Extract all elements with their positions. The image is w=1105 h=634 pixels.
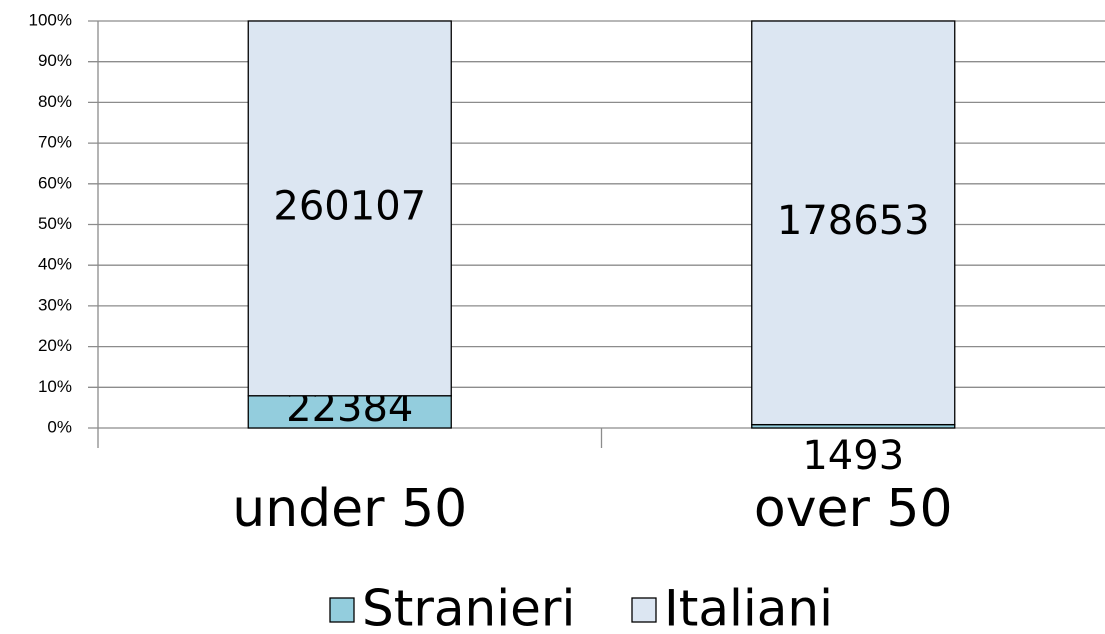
y-tick-label: 70% <box>38 133 72 152</box>
y-tick-label: 30% <box>38 295 72 314</box>
y-tick-label: 90% <box>38 51 72 70</box>
x-tick-label: under 50 <box>232 479 467 539</box>
x-tick-label: over 50 <box>754 479 953 539</box>
bar-segment <box>247 395 452 429</box>
legend-label: Italiani <box>664 580 833 634</box>
legend-swatch <box>631 597 657 623</box>
y-tick-label: 10% <box>38 377 72 396</box>
bar-segment <box>751 20 956 426</box>
legend-label: Stranieri <box>362 580 575 634</box>
data-label: 260107 <box>273 183 426 229</box>
y-tick-label: 40% <box>38 255 72 274</box>
bar-segment <box>247 20 452 397</box>
y-tick-label: 60% <box>38 173 72 192</box>
data-label: 1493 <box>802 433 904 479</box>
y-tick-label: 80% <box>38 92 72 111</box>
y-tick-label: 50% <box>38 214 72 233</box>
y-tick-label: 100% <box>29 10 72 29</box>
y-tick-label: 0% <box>47 417 72 436</box>
y-tick-label: 20% <box>38 336 72 355</box>
data-label: 178653 <box>777 198 930 244</box>
legend-swatch <box>329 597 355 623</box>
